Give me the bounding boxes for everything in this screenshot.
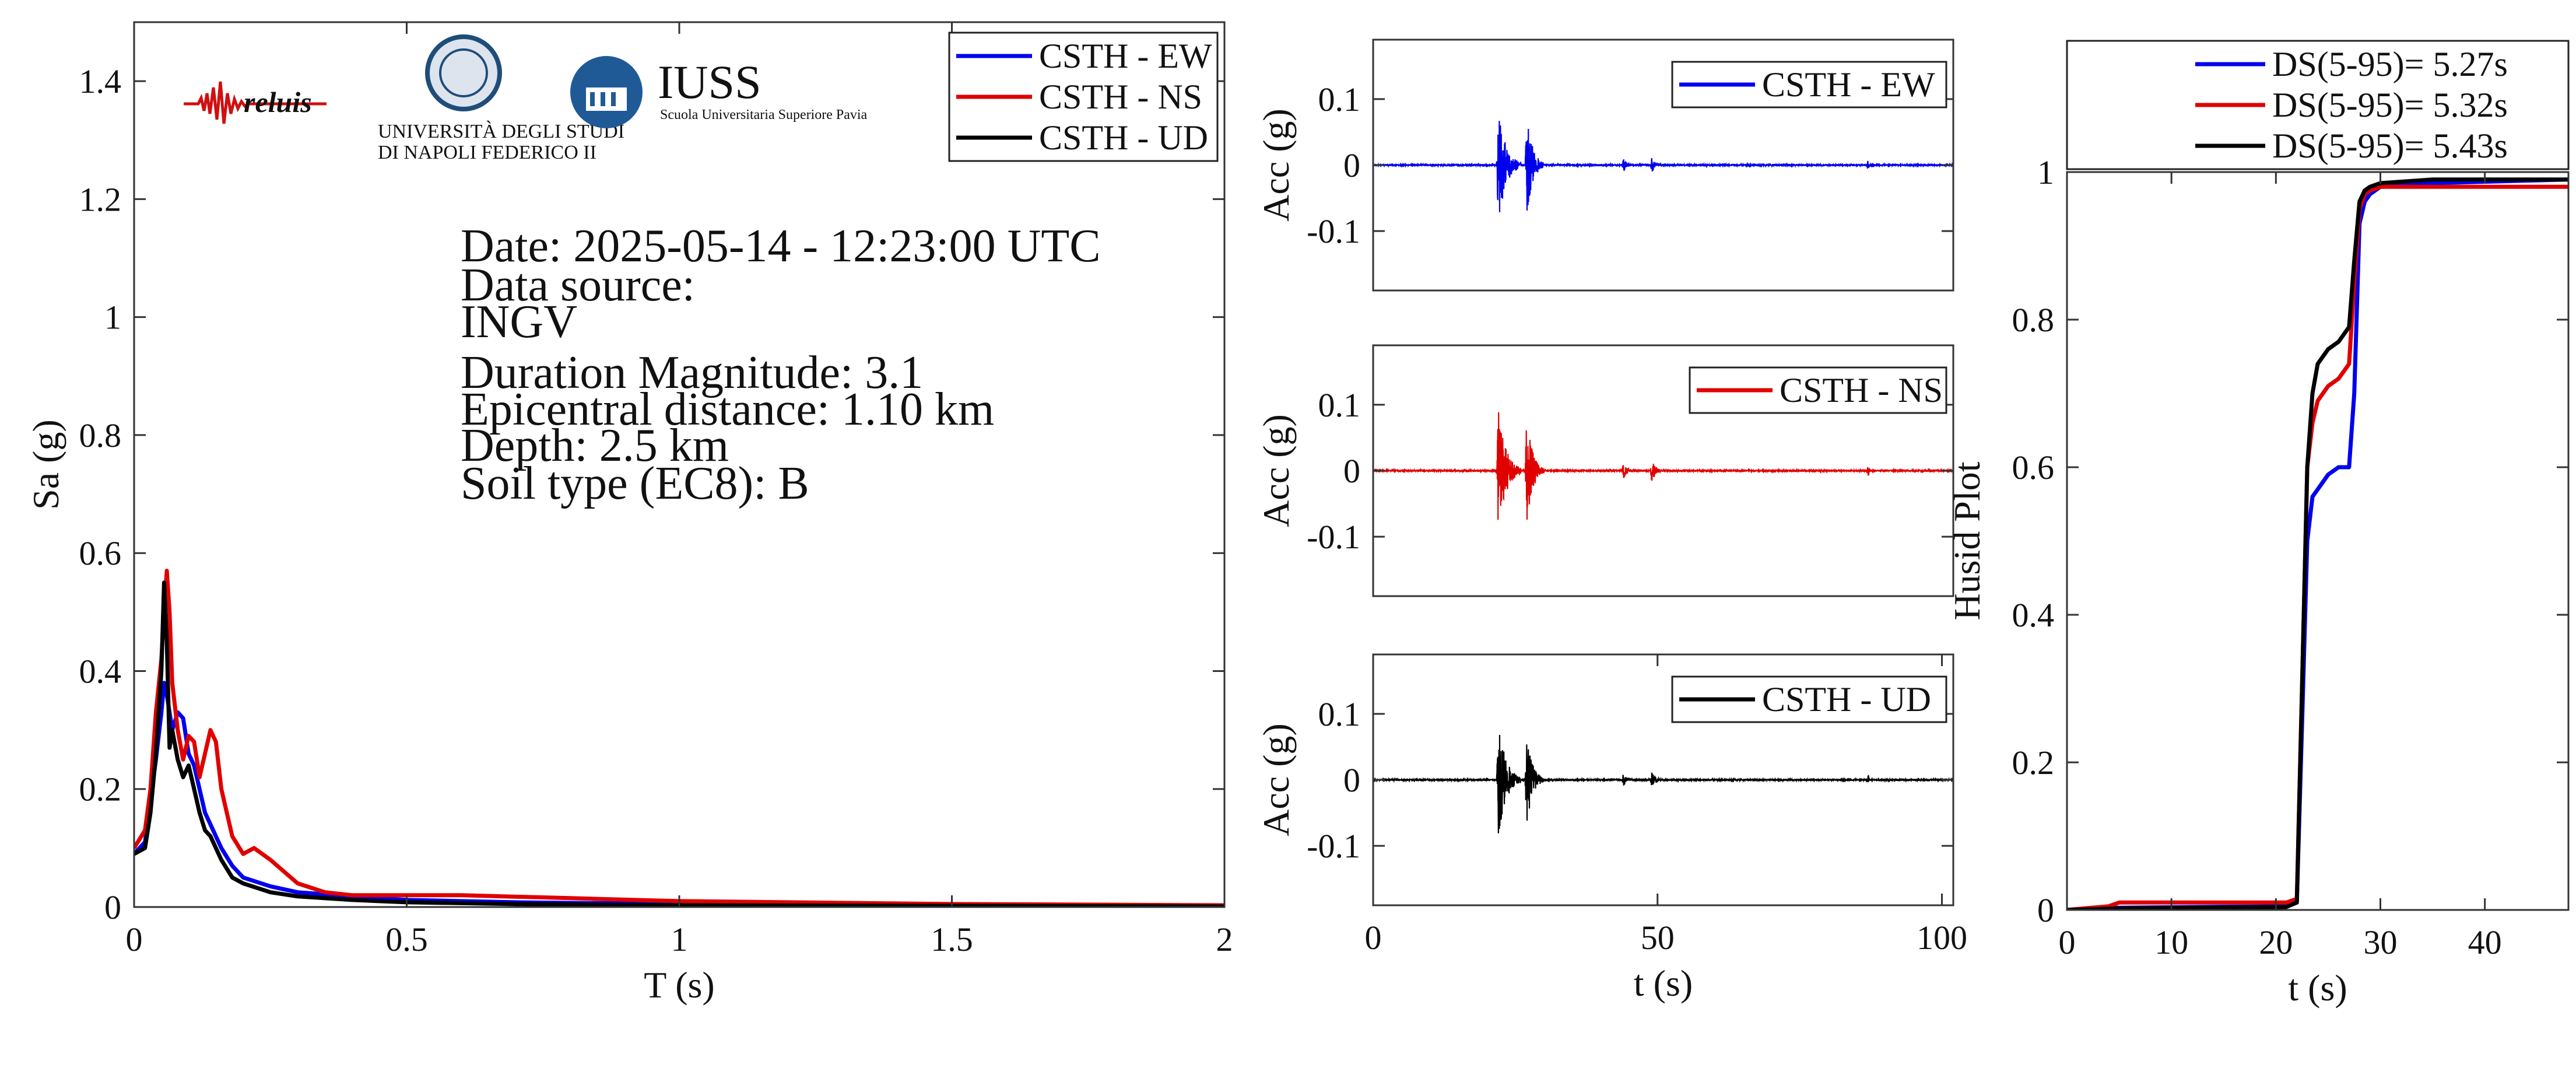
y-tick-label: 0.2: [79, 771, 122, 808]
x-axis-label: T (s): [644, 964, 714, 1006]
unina-seal-icon: [425, 34, 502, 111]
y-tick-label: 0.4: [2012, 596, 2055, 634]
unina-logo: UNIVERSITÀ DEGLI STUDI DI NAPOLI FEDERIC…: [378, 34, 624, 163]
chart-4: 0 10 20 30 40 0 0.2 0.4 0.6 0.8 1 t (s) Husid Plot DS…: [1946, 40, 2570, 1009]
series-0-line: [134, 681, 1224, 907]
y-tick-label: 0: [1343, 761, 1360, 799]
legend-label: DS(5-95)= 5.43s: [2272, 127, 2508, 165]
chart-1: -0.1 0 0.1 Acc (g) CSTH - EW: [1255, 38, 1954, 292]
chart-2: -0.1 0 0.1 Acc (g) CSTH - NS: [1255, 344, 1954, 597]
legend: CSTH - UD: [1671, 675, 1947, 723]
axes-frame: [2066, 171, 2570, 911]
legend-label: DS(5-95)= 5.27s: [2272, 45, 2508, 83]
x-axis-label: t (s): [2288, 967, 2347, 1009]
y-tick-label: 0.6: [79, 534, 122, 572]
y-axis-label: Sa (g): [25, 419, 66, 510]
chart-3: 0 50 100 -0.1 0 0.1 t (s) Acc (g) CSTH - UD: [1255, 653, 1967, 1004]
legend-label: CSTH - UD: [1762, 680, 1931, 719]
x-tick-label: 100: [1917, 919, 1967, 957]
duration-magnitude: Duration Magnitude: 3.1: [461, 347, 923, 398]
series-2-line: [134, 580, 1224, 907]
x-tick-label: 0: [2059, 923, 2076, 961]
iuss-logo-text: IUSS: [658, 55, 761, 108]
y-axis-label: Acc (g): [1255, 723, 1297, 836]
unina-logo-line2: DI NAPOLI FEDERICO II: [378, 142, 596, 163]
x-tick-label: 30: [2364, 923, 2398, 961]
y-tick-label: -0.1: [1307, 212, 1360, 250]
reluis-logo: reluis: [184, 81, 327, 124]
legend-label: CSTH - UD: [1039, 118, 1208, 157]
y-tick-label: 0: [104, 888, 121, 926]
charts-layer: 0 0.5 1 1.5 200.20.40.60.811.21.4T (s)Sa (g)…: [25, 21, 2570, 1009]
legend-label: CSTH - EW: [1762, 65, 1935, 104]
x-axis-label: t (s): [1634, 962, 1693, 1004]
series-1-line: [134, 569, 1224, 907]
iuss-logo-subtitle: Scuola Universitaria Superiore Pavia: [660, 107, 868, 122]
x-tick-label: 2: [1216, 920, 1233, 958]
y-tick-label: 0: [1343, 146, 1360, 184]
y-axis-label: Acc (g): [1255, 108, 1297, 222]
y-tick-label: 0.2: [2012, 744, 2055, 782]
series-0-line: [1373, 412, 1953, 520]
x-tick-label: 1.5: [931, 920, 973, 958]
data-source-label: Data source:: [461, 260, 695, 311]
y-tick-label: 0: [1343, 452, 1360, 490]
series-0-line: [1373, 121, 1953, 212]
y-tick-label: 0.8: [2012, 301, 2055, 339]
y-tick-label: -0.1: [1307, 518, 1360, 556]
y-tick-label: 0: [2037, 891, 2054, 929]
y-tick-label: 1.2: [79, 180, 122, 218]
y-tick-label: 0.1: [1318, 695, 1361, 733]
legend-label: CSTH - EW: [1039, 37, 1212, 75]
x-tick-label: 50: [1641, 919, 1675, 957]
y-axis-label: Husid Plot: [1946, 461, 1988, 620]
event-date: Date: 2025-05-14 - 12:23:00 UTC: [461, 220, 1101, 272]
y-tick-label: 1: [104, 299, 121, 337]
x-tick-label: 10: [2154, 923, 2188, 961]
y-tick-label: 0.8: [79, 416, 122, 454]
legend: CSTH - NS: [1689, 366, 1947, 414]
legend-label: CSTH - NS: [1780, 371, 1943, 409]
legend-label: CSTH - NS: [1039, 78, 1202, 116]
y-axis-label: Acc (g): [1255, 414, 1297, 527]
x-tick-label: 0.5: [385, 920, 428, 958]
epicentral-distance: Epicentral distance: 1.10 km: [461, 384, 994, 435]
data-source: INGV: [461, 296, 577, 348]
x-tick-label: 0: [1365, 919, 1382, 957]
y-tick-label: 0.1: [1318, 386, 1361, 424]
y-tick-label: 0.6: [2012, 449, 2055, 486]
series-0-line: [2067, 177, 2568, 910]
y-tick-label: -0.1: [1307, 827, 1360, 865]
y-tick-label: 0.1: [1318, 80, 1361, 118]
depth: Depth: 2.5 km: [461, 420, 729, 471]
series-0-line: [1373, 734, 1953, 834]
event-info: Date: 2025-05-14 - 12:23:00 UTC Data sou…: [461, 220, 1101, 509]
x-tick-label: 1: [671, 920, 688, 958]
legend: CSTH - EW: [1671, 61, 1947, 108]
y-tick-label: 1.4: [79, 62, 122, 100]
y-tick-label: 0.4: [79, 652, 122, 690]
iuss-logo: IUSS Scuola Universitaria Superiore Pavi…: [570, 55, 868, 128]
legend-box: [2066, 40, 2570, 170]
x-tick-label: 0: [126, 920, 143, 958]
unina-logo-line1: UNIVERSITÀ DEGLI STUDI: [378, 121, 624, 142]
series-2-line: [2067, 177, 2568, 910]
series-1-line: [2067, 184, 2568, 910]
seismogram-logo-icon: [184, 81, 327, 124]
y-tick-label: 1: [2037, 153, 2054, 191]
chart-0: 0 0.5 1 1.5 2 0 0.2 0.4 0.6 0.8 1 1.2 1.4 T (s) Sa (g)…: [25, 21, 1233, 1006]
x-tick-label: 40: [2468, 923, 2502, 961]
x-tick-label: 20: [2259, 923, 2293, 961]
soil-type: Soil type (EC8): B: [461, 458, 809, 509]
reluis-logo-text: reluis: [244, 86, 312, 118]
legend-label: DS(5-95)= 5.32s: [2272, 86, 2508, 124]
